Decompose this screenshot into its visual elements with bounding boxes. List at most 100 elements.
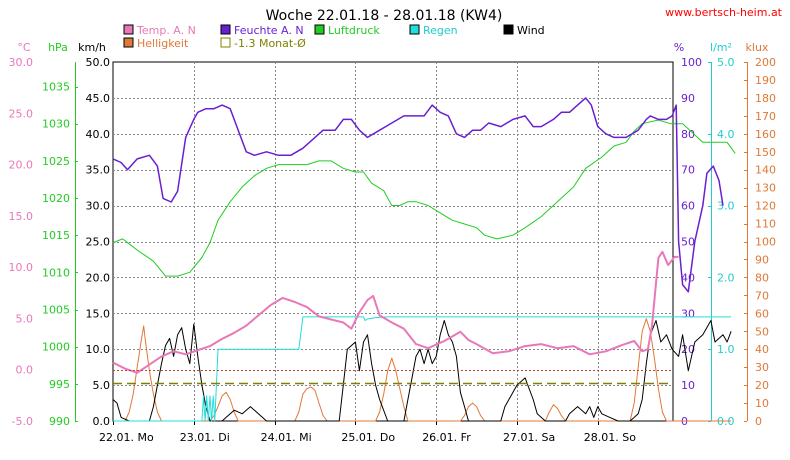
- tick-label-kmh: 10.0: [86, 343, 111, 356]
- tick-label-temp: 30.0: [9, 56, 34, 69]
- tick-label-kmh: 15.0: [86, 307, 111, 320]
- legend-item-luftdruck: Luftdruck: [314, 24, 380, 37]
- tick-label-pct: 90: [681, 92, 695, 105]
- chart-grid: [112, 61, 674, 422]
- tick-label-hpa: 1025: [42, 155, 70, 168]
- tick-label-pct: 80: [681, 128, 695, 141]
- tick-label-pct: 100: [681, 56, 702, 69]
- tick-label-hpa: 990: [49, 415, 70, 428]
- tick-label-klux: 190: [755, 74, 776, 87]
- tick-label-rain: 2.0: [717, 271, 735, 284]
- tick-label-klux: 110: [755, 218, 776, 231]
- tick-label-pct: 10: [681, 379, 695, 392]
- legend-label-temp-a-n: Temp. A. N: [136, 24, 196, 37]
- tick-label-klux: 80: [755, 271, 769, 284]
- tick-label-klux: 60: [755, 307, 769, 320]
- legend-item-feuchte-a-n: Feuchte A. N: [220, 24, 304, 37]
- x-tick-label: 28.01. So: [584, 431, 636, 444]
- legend-item-temp-a-n: Temp. A. N: [123, 24, 196, 37]
- legend-item-helligkeit: Helligkeit: [123, 37, 189, 50]
- tick-label-temp: 0.0: [16, 364, 34, 377]
- tick-label-hpa: 1005: [42, 304, 70, 317]
- axis-unit-temp: °C: [17, 41, 31, 54]
- tick-label-temp: 20.0: [9, 159, 34, 172]
- tick-label-pct: 60: [681, 200, 695, 213]
- axis-unit-klux: klux: [746, 41, 769, 54]
- series-line-temp-a-n: [112, 250, 679, 374]
- tick-label-pct: 50: [681, 236, 695, 249]
- tick-label-rain: 5.0: [717, 56, 735, 69]
- legend-item-1-3-monat: -1.3 Monat-Ø: [220, 37, 306, 50]
- axis-unit-hpa: hPa: [48, 41, 68, 54]
- legend-swatch-luftdruck: [314, 24, 325, 35]
- x-tick-label: 25.01. Do: [341, 431, 395, 444]
- tick-label-temp: 5.0: [16, 312, 34, 325]
- legend-label-luftdruck: Luftdruck: [328, 24, 380, 37]
- tick-label-klux: 180: [755, 92, 776, 105]
- tick-label-hpa: 1010: [42, 266, 70, 279]
- legend-swatch-feuchte-a-n: [220, 24, 231, 35]
- legend-swatch-1-3-monat: [220, 37, 231, 48]
- tick-label-kmh: 5.0: [93, 379, 111, 392]
- tick-label-hpa: 995: [49, 378, 70, 391]
- legend-label-helligkeit: Helligkeit: [137, 37, 189, 50]
- plot-series: [112, 97, 736, 422]
- legend-label-regen: Regen: [423, 24, 458, 37]
- legend-item-wind: Wind: [503, 24, 545, 37]
- tick-label-kmh: 20.0: [86, 271, 111, 284]
- tick-label-klux: 100: [755, 236, 776, 249]
- reference-lines: [113, 370, 673, 385]
- source-link[interactable]: www.bertsch-heim.at: [665, 6, 783, 19]
- legend-label-feuchte-a-n: Feuchte A. N: [234, 24, 304, 37]
- tick-label-kmh: 25.0: [86, 236, 111, 249]
- tick-label-klux: 170: [755, 110, 776, 123]
- tick-label-klux: 0: [755, 415, 762, 428]
- x-tick-label: 22.01. Mo: [99, 431, 154, 444]
- legend-item-regen: Regen: [409, 24, 458, 37]
- tick-label-rain: 3.0: [717, 200, 735, 213]
- tick-label-kmh: 30.0: [86, 200, 111, 213]
- tick-label-temp: 10.0: [9, 261, 34, 274]
- tick-label-klux: 150: [755, 146, 776, 159]
- tick-label-klux: 160: [755, 128, 776, 141]
- right-axes: %0102030405060708090100l/m²0.01.02.03.04…: [674, 41, 776, 428]
- chart-title: Woche 22.01.18 - 28.01.18 (KW4): [266, 8, 503, 24]
- axis-unit-kmh: km/h: [78, 41, 106, 54]
- legend-swatch-helligkeit: [123, 37, 134, 48]
- legend-label-wind: Wind: [517, 24, 545, 37]
- tick-label-klux: 30: [755, 361, 769, 374]
- tick-label-temp: -5.0: [12, 415, 33, 428]
- legend-swatch-temp-a-n: [123, 24, 134, 35]
- tick-label-klux: 130: [755, 182, 776, 195]
- legend: Temp. A. N Feuchte A. N Luftdruck Regen Wind…: [123, 24, 545, 50]
- tick-label-rain: 1.0: [717, 343, 735, 356]
- series-line-wind: [112, 320, 732, 422]
- series-line-regen: [113, 316, 732, 422]
- tick-label-kmh: 35.0: [86, 164, 111, 177]
- tick-label-klux: 120: [755, 200, 776, 213]
- tick-label-hpa: 1035: [42, 81, 70, 94]
- tick-label-kmh: 40.0: [86, 128, 111, 141]
- tick-label-hpa: 1020: [42, 192, 70, 205]
- series-line-feuchte-a-n: [112, 97, 724, 293]
- tick-label-kmh: 0.0: [93, 415, 111, 428]
- tick-label-rain: 4.0: [717, 128, 735, 141]
- x-tick-label: 26.01. Fr: [422, 431, 471, 444]
- tick-label-klux: 70: [755, 289, 769, 302]
- tick-label-pct: 40: [681, 271, 695, 284]
- tick-label-klux: 20: [755, 379, 769, 392]
- tick-label-kmh: 45.0: [86, 92, 111, 105]
- axis-unit-rain: l/m²: [710, 41, 732, 54]
- tick-label-pct: 30: [681, 307, 695, 320]
- tick-label-klux: 200: [755, 56, 776, 69]
- x-tick-label: 27.01. Sa: [503, 431, 555, 444]
- left-axes: °C -5.0 0.0 5.0 10.0 15.0 20.0 25.0 30.0 hPa 990 99…: [9, 41, 111, 428]
- series-line-luftdruck: [112, 119, 736, 277]
- legend-swatch-regen: [409, 24, 420, 35]
- tick-label-klux: 40: [755, 343, 769, 356]
- tick-label-hpa: 1030: [42, 118, 70, 131]
- tick-label-hpa: 1015: [42, 229, 70, 242]
- tick-label-temp: 15.0: [9, 210, 34, 223]
